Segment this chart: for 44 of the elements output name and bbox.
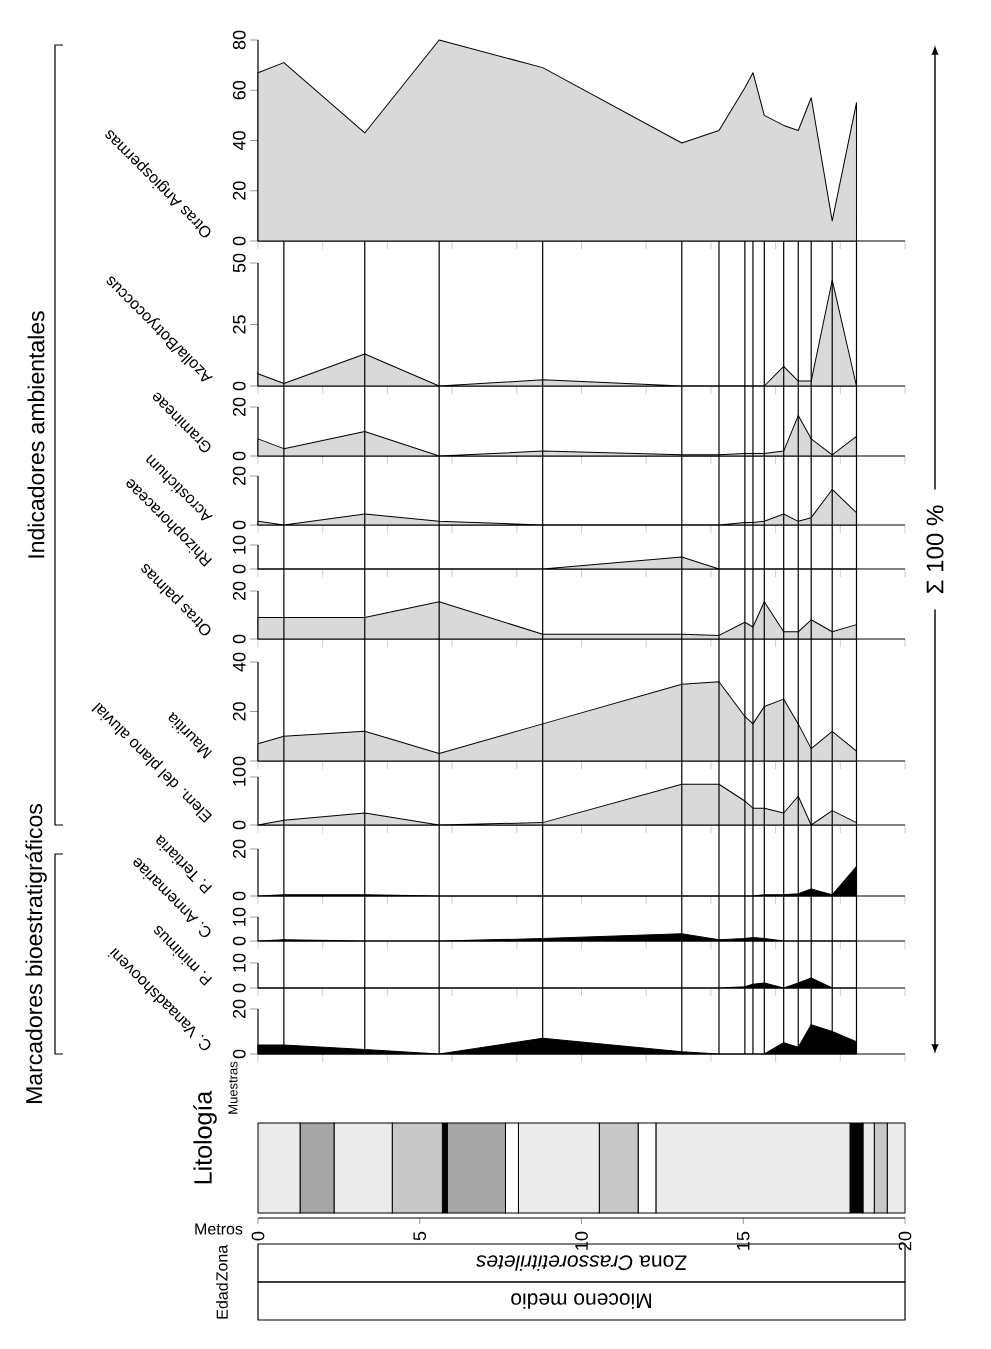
y-tick-label: 80 — [232, 30, 246, 50]
y-tick-label: 20 — [232, 999, 246, 1019]
y-tick-label: 0 — [232, 936, 246, 946]
y-tick-label: 0 — [232, 1049, 246, 1059]
y-tick-label: 20 — [232, 581, 246, 601]
y-tick-label: 0 — [232, 820, 246, 830]
y-tick-label: 10 — [232, 767, 246, 786]
text: Marcadores bioestratigráficos — [25, 804, 47, 1103]
text: Zona Crassoretitriletes — [476, 1255, 687, 1271]
y-tick-label: 0 — [232, 451, 246, 461]
x-tick-label: 0 — [251, 1231, 265, 1241]
y-tick-label: 50 — [232, 253, 246, 273]
chart-title: Litología — [193, 1090, 217, 1184]
y-tick-label: 0 — [232, 564, 246, 574]
y-tick-label: 40 — [232, 652, 246, 672]
y-tick-label: 20 — [232, 181, 246, 200]
y-tick-label: 20 — [232, 397, 246, 417]
y-tick-label: 25 — [232, 315, 246, 334]
text: Edad — [216, 1283, 228, 1319]
x-tick-label: 10 — [575, 1231, 588, 1250]
y-tick-label: 60 — [232, 80, 246, 100]
text: Indicadores ambientales — [27, 311, 45, 558]
y-tick-label: 10 — [232, 535, 246, 554]
text: Mioceno medio — [511, 1293, 651, 1309]
y-tick-label: 20 — [232, 466, 246, 486]
text: Muestras — [228, 1061, 238, 1114]
y-tick-label: 20 — [232, 702, 246, 721]
y-tick-label: 0 — [232, 381, 246, 391]
y-tick-label: 0 — [232, 520, 246, 530]
y-tick-label: 0 — [232, 756, 246, 766]
y-tick-label: 0 — [232, 983, 246, 993]
y-tick-label: 0 — [232, 891, 246, 901]
text: Σ 100 % — [926, 505, 944, 594]
y-tick-label: 40 — [232, 131, 246, 151]
y-tick-label: 10 — [232, 907, 246, 926]
y-tick-label: 10 — [232, 953, 246, 972]
y-tick-label: 20 — [232, 839, 246, 859]
x-tick-label: 5 — [413, 1231, 427, 1241]
x-tick-label: 15 — [736, 1231, 750, 1250]
y-tick-label: 0 — [232, 634, 246, 644]
x-axis-title: Metros — [195, 1223, 243, 1235]
text: Zona — [216, 1244, 228, 1281]
y-tick-label: 0 — [232, 236, 246, 246]
x-tick-label: 20 — [898, 1231, 912, 1251]
